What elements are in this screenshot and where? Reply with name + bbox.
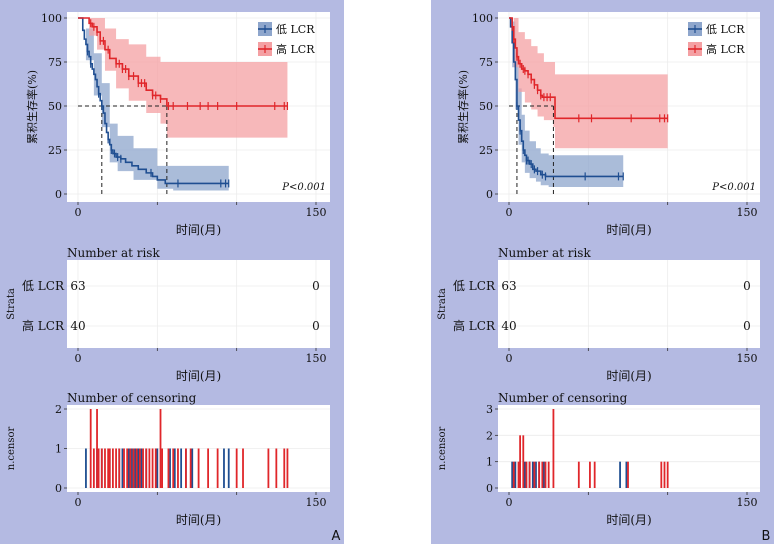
legend-label: 高 LCR	[276, 42, 315, 56]
risk-strata-label: 高 LCR	[453, 318, 496, 333]
risk-title: Number at risk	[498, 246, 591, 260]
risk-xtick-label: 150	[737, 352, 758, 365]
censor-ytick-label: 3	[486, 403, 493, 416]
censor-ylabel: n.censor	[437, 427, 448, 471]
km-ytick-label: 0	[55, 188, 62, 201]
legend-label: 低 LCR	[276, 23, 315, 36]
km-ytick-label: 100	[41, 12, 62, 25]
censor-ylabel: n.censor	[6, 427, 17, 471]
km-ci-band-high	[78, 18, 288, 138]
km-ci-band-high	[509, 18, 668, 149]
legend-label: 低 LCR	[706, 23, 745, 36]
km-ytick-label: 50	[479, 100, 493, 113]
risk-xtick-label: 150	[306, 352, 327, 365]
censor-ytick-label: 0	[486, 482, 493, 495]
risk-title: Number at risk	[67, 246, 160, 260]
risk-table-area	[498, 260, 760, 348]
risk-xlabel: 时间(月)	[176, 369, 221, 383]
censor-ytick-label: 1	[55, 443, 62, 456]
p-value: P<0.001	[711, 182, 756, 193]
risk-count: 0	[743, 279, 751, 293]
km-xlabel: 时间(月)	[176, 223, 221, 237]
p-value: P<0.001	[281, 182, 326, 193]
risk-strata-label: 低 LCR	[453, 279, 496, 293]
km-ytick-label: 50	[48, 100, 62, 113]
km-xlabel: 时间(月)	[606, 223, 651, 237]
km-ylabel: 累积生存率(%)	[456, 70, 470, 144]
km-ytick-label: 75	[479, 56, 493, 69]
panel-label: A	[332, 529, 341, 544]
km-ci-band-low	[509, 18, 624, 187]
risk-count: 63	[70, 279, 85, 293]
risk-ylabel: Strata	[437, 288, 448, 320]
risk-strata-label: 高 LCR	[22, 318, 65, 333]
risk-xtick-label: 0	[506, 352, 513, 365]
risk-xtick-label: 0	[75, 352, 82, 365]
risk-ylabel: Strata	[6, 288, 17, 320]
km-xtick-label: 0	[506, 206, 513, 219]
km-ytick-label: 25	[48, 144, 62, 157]
censor-xlabel: 时间(月)	[606, 513, 651, 527]
km-ytick-label: 25	[479, 144, 493, 157]
risk-count: 40	[70, 319, 85, 333]
km-ytick-label: 0	[486, 188, 493, 201]
censor-xtick-label: 150	[306, 496, 327, 509]
panel-label: B	[762, 529, 771, 544]
censor-xtick-label: 150	[737, 496, 758, 509]
censor-ytick-label: 1	[486, 456, 493, 469]
censor-xtick-label: 0	[506, 496, 513, 509]
risk-strata-label: 低 LCR	[22, 279, 65, 293]
censor-ytick-label: 2	[55, 403, 62, 416]
risk-count: 0	[312, 279, 320, 293]
risk-count: 40	[501, 319, 516, 333]
km-ci-band-low	[78, 18, 229, 191]
km-xtick-label: 150	[306, 206, 327, 219]
km-curve-low	[78, 17, 229, 185]
risk-count: 0	[743, 319, 751, 333]
km-xtick-label: 0	[75, 206, 82, 219]
km-xtick-label: 150	[737, 206, 758, 219]
legend-label: 高 LCR	[706, 42, 745, 56]
censor-xlabel: 时间(月)	[176, 513, 221, 527]
risk-count: 0	[312, 319, 320, 333]
censor-title: Number of censoring	[67, 391, 197, 405]
km-ytick-label: 100	[472, 12, 493, 25]
censor-plot-area	[498, 405, 760, 492]
risk-count: 63	[501, 279, 516, 293]
km-ytick-label: 75	[48, 56, 62, 69]
censor-xtick-label: 0	[75, 496, 82, 509]
censor-ytick-label: 0	[55, 482, 62, 495]
censor-ytick-label: 2	[486, 429, 493, 442]
km-ylabel: 累积生存率(%)	[25, 70, 39, 144]
risk-table-area	[67, 260, 330, 348]
risk-xlabel: 时间(月)	[606, 369, 651, 383]
censor-title: Number of censoring	[498, 391, 628, 405]
